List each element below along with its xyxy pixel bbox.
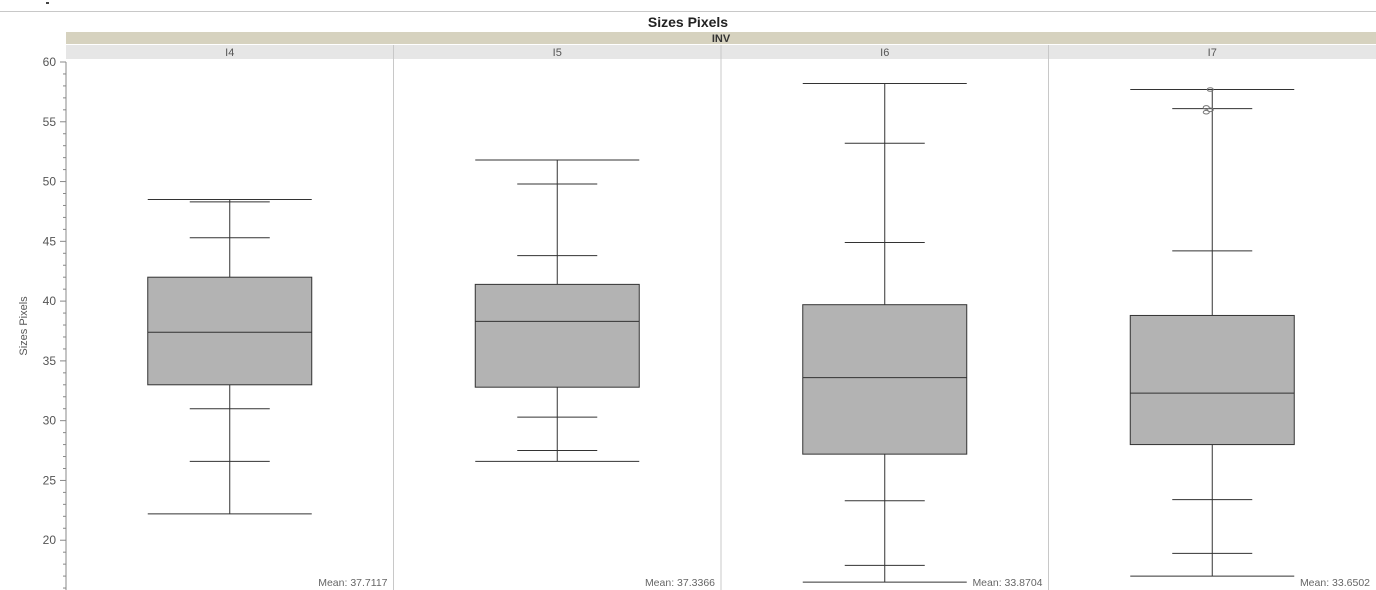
panel-label: I7 [1208, 47, 1217, 59]
mean-label: Mean: 33.8704 [972, 577, 1042, 589]
box [803, 305, 967, 454]
y-tick-label: 55 [43, 115, 57, 129]
y-tick-label: 40 [43, 294, 57, 308]
y-tick-label: 60 [43, 55, 57, 69]
box [475, 284, 639, 387]
group-header-label: INV [712, 33, 731, 45]
panel-label: I4 [225, 47, 234, 59]
y-tick-label: 35 [43, 354, 57, 368]
y-axis-title: Sizes Pixels [18, 296, 30, 356]
y-tick-label: 20 [43, 533, 57, 547]
box [1130, 315, 1294, 444]
y-tick-label: 25 [43, 473, 57, 487]
y-tick-label: 50 [43, 175, 57, 189]
mean-label: Mean: 37.7117 [318, 577, 387, 589]
box [148, 277, 312, 385]
mean-label: Mean: 33.6502 [1300, 577, 1370, 589]
mean-label: Mean: 37.3366 [645, 577, 715, 589]
y-tick-label: 45 [43, 234, 57, 248]
y-tick-label: 30 [43, 414, 57, 428]
panel-label: I5 [553, 47, 562, 59]
panel-label: I6 [880, 47, 889, 59]
